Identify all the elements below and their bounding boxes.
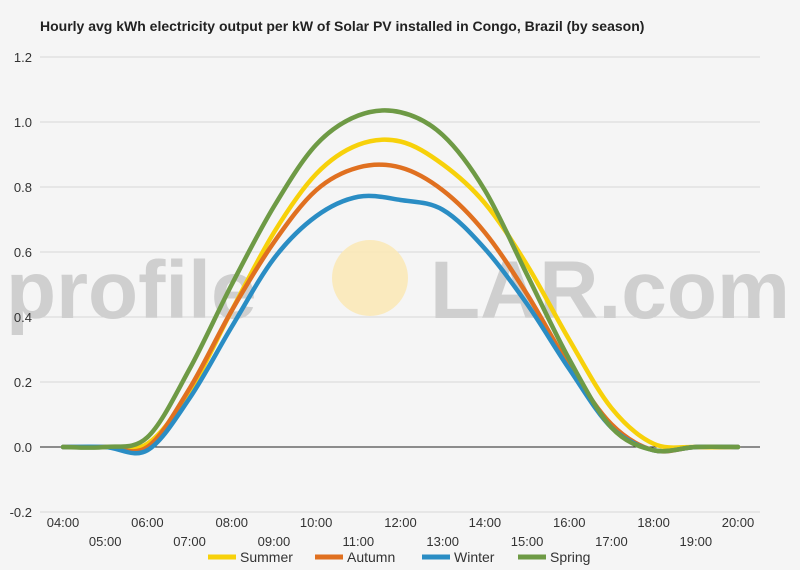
x-tick-label: 17:00 — [595, 534, 628, 549]
watermark-left: profile — [6, 245, 257, 336]
x-tick-label: 10:00 — [300, 515, 333, 530]
x-tick-label: 16:00 — [553, 515, 586, 530]
y-tick-label: 1.0 — [14, 115, 32, 130]
x-tick-label: 14:00 — [469, 515, 502, 530]
x-tick-label: 15:00 — [511, 534, 544, 549]
series-line-spring — [60, 108, 741, 454]
legend: Summer Autumn Winter Spring — [208, 549, 590, 565]
y-tick-label: -0.2 — [10, 505, 32, 520]
y-tick-label: 0.8 — [14, 180, 32, 195]
legend-label-autumn: Autumn — [347, 549, 395, 565]
x-tick-label: 19:00 — [680, 534, 713, 549]
x-tick-label: 07:00 — [173, 534, 206, 549]
y-tick-label: 0.6 — [14, 245, 32, 260]
x-tick-label: 13:00 — [426, 534, 459, 549]
x-tick-label: 08:00 — [215, 515, 248, 530]
x-tick-label: 18:00 — [637, 515, 670, 530]
series-line-autumn — [60, 162, 741, 454]
x-tick-label: 20:00 — [722, 515, 755, 530]
y-tick-label: 1.2 — [14, 50, 32, 65]
x-tick-label: 11:00 — [343, 534, 375, 549]
series-lines — [60, 108, 741, 456]
watermark-right: LAR.com — [430, 245, 790, 336]
axes: -0.2 0.0 0.2 0.4 0.6 0.8 1.0 1.2 04:00 05:00 06:00… — [10, 50, 760, 549]
x-tick-label: 09:00 — [258, 534, 291, 549]
y-tick-label: 0.2 — [14, 375, 32, 390]
watermark: profile LAR.com — [6, 240, 790, 336]
legend-label-summer: Summer — [240, 549, 293, 565]
x-tick-label: 05:00 — [89, 534, 122, 549]
legend-label-spring: Spring — [550, 549, 590, 565]
x-tick-label: 06:00 — [131, 515, 164, 530]
chart-title: Hourly avg kWh electricity output per kW… — [40, 18, 645, 34]
y-tick-label: 0.4 — [14, 310, 32, 325]
watermark-sun-icon — [332, 240, 408, 316]
legend-label-winter: Winter — [454, 549, 495, 565]
x-tick-label: 12:00 — [384, 515, 417, 530]
x-tick-label: 04:00 — [47, 515, 80, 530]
y-tick-label: 0.0 — [14, 440, 32, 455]
